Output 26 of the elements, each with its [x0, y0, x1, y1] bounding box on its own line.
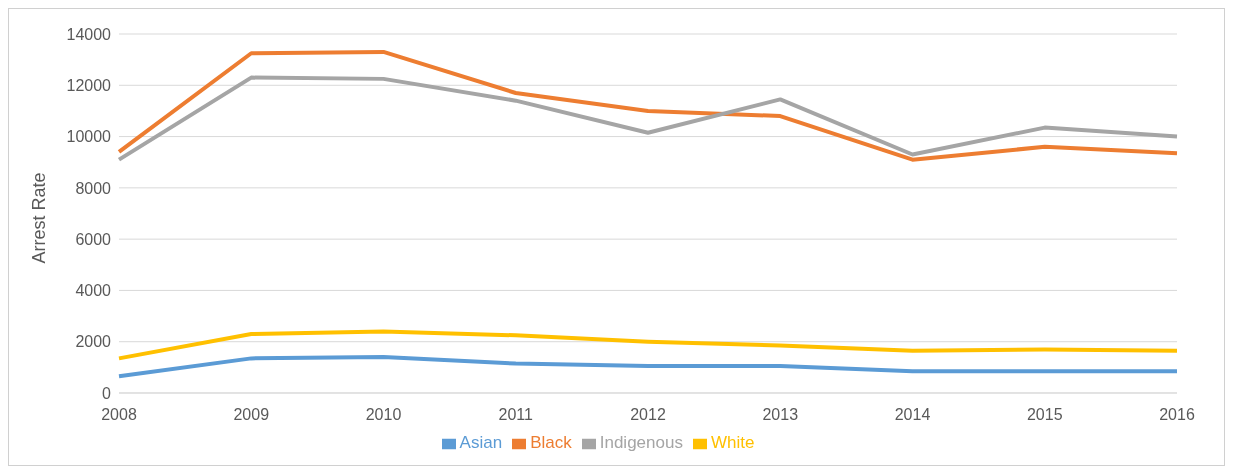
y-tick-label: 14000 [66, 25, 112, 43]
x-tick-label: 2014 [894, 406, 931, 424]
line-series [117, 329, 1179, 361]
x-tick-label: 2013 [762, 406, 799, 424]
legend-label: Black [530, 433, 572, 452]
y-tick-label: 2000 [75, 333, 112, 351]
x-tick-label: 2010 [365, 406, 402, 424]
y-tick-label: 8000 [75, 179, 112, 197]
y-tick-label: 10000 [66, 128, 112, 146]
legend-label: Indigenous [599, 433, 683, 452]
x-tick-label: 2012 [630, 406, 666, 424]
legend-label: White [710, 433, 755, 452]
y-tick-label: 4000 [75, 282, 112, 300]
x-tick-label: 2011 [498, 406, 534, 424]
line-series [117, 75, 1179, 162]
y-tick-label: 6000 [75, 230, 112, 248]
x-tick-label: 2015 [1026, 406, 1063, 424]
y-axis-title: Arrest Rate [29, 172, 50, 264]
line-series [117, 49, 1179, 162]
line-series [117, 355, 1179, 379]
y-tick-label: 0 [102, 384, 112, 402]
x-tick-label: 2016 [1159, 406, 1195, 424]
y-tick-label: 12000 [66, 76, 112, 94]
x-tick-label: 2008 [101, 406, 137, 424]
x-tick-label: 2009 [233, 406, 270, 424]
legend-label: Asian [459, 433, 503, 452]
